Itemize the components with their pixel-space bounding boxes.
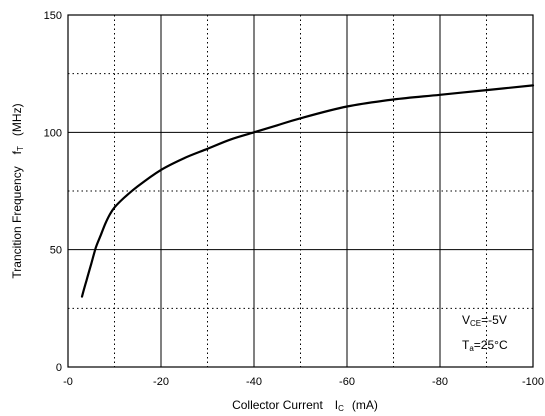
plot-frame xyxy=(67,14,534,368)
x-tick-labels: -0 -20 -40 -60 -80 -100 xyxy=(63,376,544,388)
y-axis-label: Trancition FrequencyfT(MHz) xyxy=(10,103,25,278)
x-axis-label: Collector Current IC (mA) xyxy=(232,398,378,413)
y-tick-labels: 0 50 100 150 xyxy=(44,10,62,374)
x-tick-label: -0 xyxy=(63,376,73,388)
annotation-ta: Ta=25°C xyxy=(462,338,508,353)
minor-grid xyxy=(68,15,533,367)
y-tick-label: 150 xyxy=(44,10,62,22)
y-tick-label: 50 xyxy=(50,245,62,257)
series-line-transition-frequency xyxy=(80,84,535,298)
x-tick-label: -80 xyxy=(432,376,448,388)
x-tick-label: -100 xyxy=(522,376,544,388)
annotation-vce: VCE=-5V xyxy=(462,313,507,328)
x-tick-label: -60 xyxy=(339,376,355,388)
y-tick-label: 100 xyxy=(44,127,62,139)
y-tick-label: 0 xyxy=(56,362,62,374)
x-tick-label: -20 xyxy=(153,376,169,388)
x-tick-label: -40 xyxy=(246,376,262,388)
